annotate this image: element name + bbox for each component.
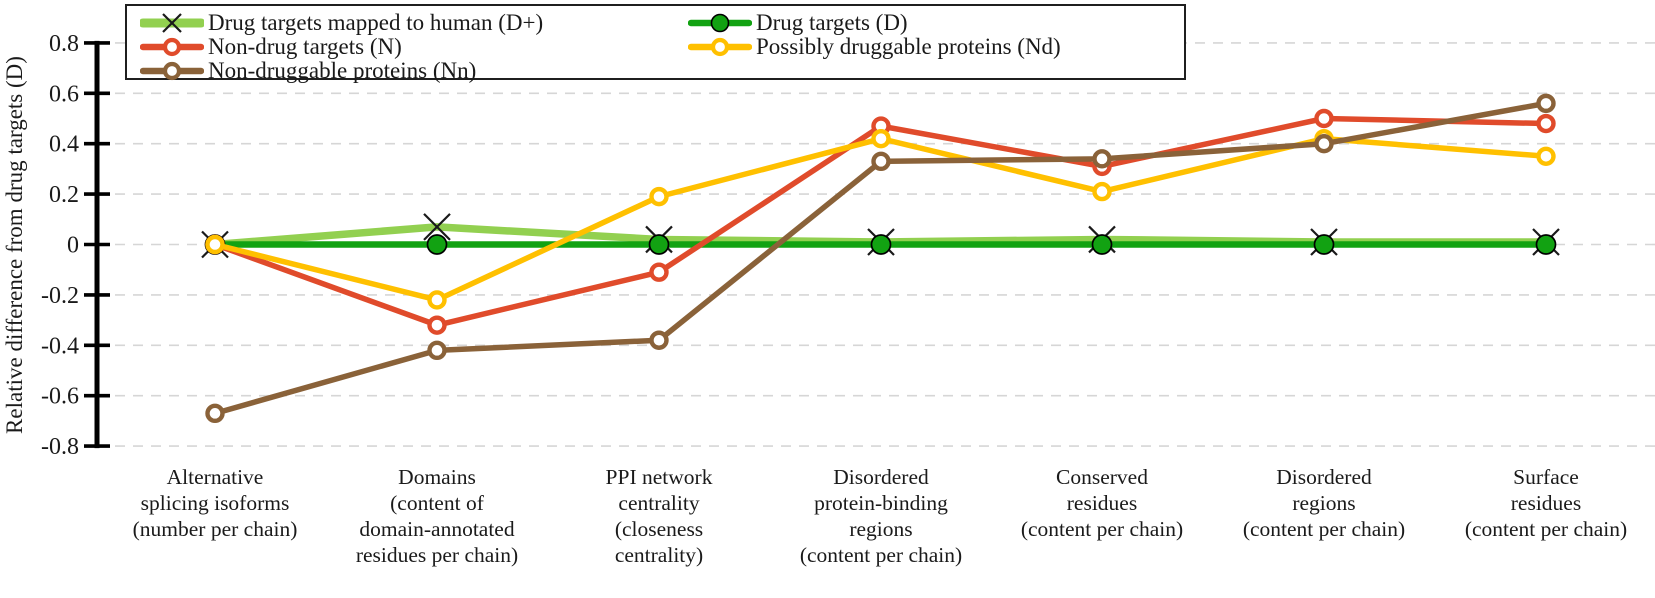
legend-item: Drug targets mapped to human (D+) [140, 10, 543, 35]
legend-marker-icon [688, 37, 752, 56]
data-point-marker [427, 340, 447, 361]
legend-marker-icon [140, 37, 204, 56]
data-point-marker [1535, 234, 1557, 255]
data-point-marker [1314, 108, 1334, 129]
data-point-marker [205, 234, 225, 255]
y-tick-label: 0 [67, 233, 79, 259]
data-point-marker [1092, 181, 1112, 202]
data-point-marker [649, 262, 669, 282]
legend: Drug targets mapped to human (D+) Non-dru… [125, 4, 1186, 83]
y-axis-title: Relative difference from drug targets (D… [2, 56, 27, 434]
data-point-x-marker [423, 213, 451, 241]
data-point-marker [1314, 133, 1334, 154]
y-tick-label: -0.8 [41, 434, 79, 460]
legend-marker-icon [688, 13, 752, 32]
data-point-marker [871, 128, 891, 149]
legend-item-label: Possibly druggable proteins (Nd) [756, 33, 1061, 59]
x-category-label: Surface residues (content per chain) [1464, 465, 1628, 541]
x-category-label: Domains (content of domain-annotated res… [355, 465, 519, 567]
legend-marker-icon [140, 61, 204, 80]
y-tick-label: 0.4 [49, 132, 79, 158]
x-category-label: Disordered regions (content per chain) [1242, 465, 1406, 541]
data-point-marker [1536, 93, 1556, 114]
data-point-marker [1091, 234, 1113, 255]
data-point-marker [1536, 146, 1556, 167]
data-point-marker [1536, 113, 1556, 134]
y-tick-label: -0.2 [41, 283, 79, 309]
y-tick-label: -0.4 [41, 333, 79, 359]
data-point-marker [427, 290, 447, 310]
data-point-marker [649, 330, 669, 350]
legend-item-label: Drug targets mapped to human (D+) [208, 9, 544, 35]
data-point-marker [648, 234, 670, 255]
legend-item: Non-drug targets (N) [140, 34, 402, 59]
data-point-marker [870, 234, 892, 255]
x-category-label: Disordered protein-binding regions (cont… [799, 465, 963, 567]
series-line [212, 100, 1549, 417]
data-point-marker [205, 403, 225, 424]
legend-item-label: Drug targets (D) [756, 9, 908, 35]
legend-item: Possibly druggable proteins (Nd) [688, 34, 1061, 59]
legend-item-label: Non-drug targets (N) [208, 33, 402, 59]
data-point-marker [427, 315, 447, 335]
y-tick-label: 0.8 [49, 31, 79, 57]
data-point-marker [426, 234, 448, 255]
legend-item: Drug targets (D) [688, 10, 908, 35]
data-point-marker [871, 151, 891, 172]
y-tick-label: 0.6 [49, 81, 79, 107]
x-category-label: PPI network centrality (closeness centra… [605, 465, 713, 567]
legend-marker-icon [140, 12, 204, 33]
x-category-label: Alternative splicing isoforms (number pe… [132, 465, 298, 541]
data-point-marker [1313, 234, 1335, 255]
data-point-marker [1092, 149, 1112, 169]
x-category-label: Conserved residues (content per chain) [1020, 465, 1184, 541]
y-tick-label: -0.6 [41, 384, 79, 410]
data-point-marker [649, 186, 669, 207]
y-tick-label: 0.2 [49, 182, 79, 208]
legend-item-label: Non-druggable proteins (Nn) [208, 57, 477, 83]
legend-item: Non-druggable proteins (Nn) [140, 58, 476, 83]
